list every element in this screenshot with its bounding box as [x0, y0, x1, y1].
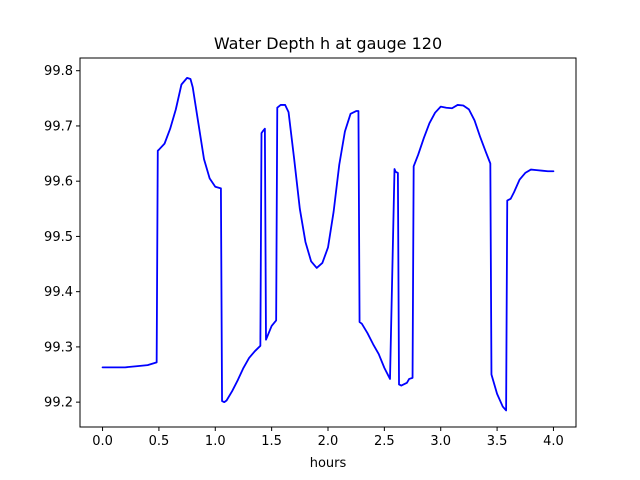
- x-axis-label: hours: [310, 456, 347, 471]
- y-tick-label: 99.4: [44, 285, 73, 300]
- series-line-0: [101, 76, 555, 412]
- x-axis-ticks: 0.0 0.5 1.0 1.5 2.0 2.5 3.0 3.5 4.0: [92, 427, 564, 449]
- y-tick-label: 99.2: [44, 396, 73, 411]
- x-tick-label: 2.5: [374, 434, 395, 449]
- x-tick-label: 0.5: [149, 434, 170, 449]
- x-tick-label: 2.0: [318, 434, 339, 449]
- y-tick-label: 99.5: [44, 230, 73, 245]
- x-tick-label: 3.0: [430, 434, 451, 449]
- plot-area: [101, 76, 555, 412]
- x-tick-label: 1.5: [261, 434, 282, 449]
- y-axis-ticks: 99.2 99.3 99.4 99.5 99.6 99.7 99.8: [44, 64, 80, 411]
- x-tick-label: 3.5: [487, 434, 508, 449]
- y-tick-label: 99.6: [44, 175, 73, 190]
- x-tick-label: 0.0: [92, 434, 113, 449]
- axes-frame: [79, 57, 577, 428]
- x-tick-label: 1.0: [205, 434, 226, 449]
- y-tick-label: 99.8: [44, 64, 73, 79]
- y-tick-label: 99.7: [44, 119, 73, 134]
- y-tick-label: 99.3: [44, 340, 73, 355]
- x-tick-label: 4.0: [543, 434, 564, 449]
- chart-title: Water Depth h at gauge 120: [214, 34, 442, 53]
